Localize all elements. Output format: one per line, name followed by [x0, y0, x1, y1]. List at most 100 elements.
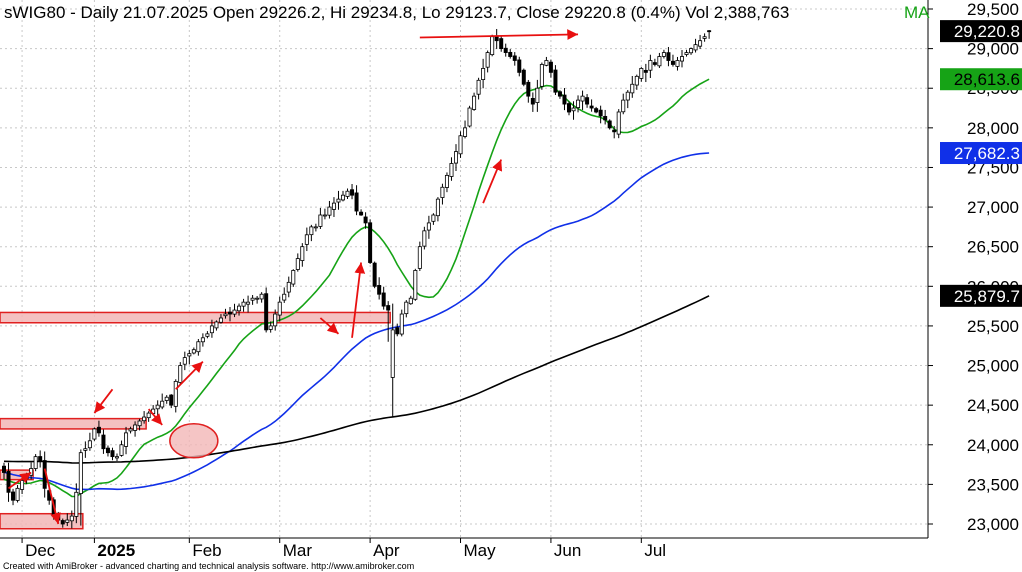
candle — [327, 200, 332, 219]
candle — [612, 125, 617, 139]
candle — [490, 34, 495, 57]
candle-body — [295, 258, 300, 270]
candle — [336, 190, 341, 210]
candle-body — [250, 297, 255, 301]
candle-body — [567, 103, 572, 113]
candle — [250, 295, 255, 305]
candle-body — [508, 51, 513, 57]
candle-body — [589, 105, 594, 109]
candle — [345, 188, 350, 200]
candle — [119, 440, 124, 457]
candle-body — [291, 270, 296, 285]
annotation-arrow — [482, 159, 503, 204]
candle — [395, 323, 400, 337]
gridlines — [0, 0, 928, 538]
candle — [187, 349, 192, 365]
candle-body — [408, 297, 413, 305]
candle — [499, 35, 504, 52]
candle-body — [155, 404, 160, 410]
candle-body — [241, 301, 246, 307]
candle-body — [304, 234, 309, 245]
candle-body — [634, 75, 639, 86]
candle — [282, 287, 287, 303]
candle — [625, 90, 630, 109]
zone-rect — [0, 512, 84, 530]
candle-body — [60, 520, 65, 525]
candle-body — [273, 313, 278, 327]
candle-body — [345, 190, 350, 197]
candle — [340, 190, 345, 202]
candle — [268, 321, 273, 333]
candle-body — [612, 129, 617, 133]
candle-body — [340, 194, 345, 201]
candle-body — [142, 416, 147, 422]
candle-body — [521, 69, 526, 85]
candle-body — [359, 211, 364, 216]
candle-body — [490, 36, 495, 56]
candle — [630, 75, 635, 98]
candle — [698, 34, 703, 50]
candle-body — [426, 222, 431, 231]
candle — [535, 79, 540, 112]
candle — [702, 33, 707, 42]
ma-line — [3, 295, 710, 464]
candle-body — [553, 69, 558, 93]
candle — [214, 320, 219, 331]
candle — [363, 212, 368, 229]
x-tick-label: Jul — [644, 541, 666, 560]
candle-body — [115, 456, 120, 459]
candle — [38, 450, 43, 468]
candle — [304, 227, 309, 252]
candle-body — [476, 79, 481, 95]
candle-body — [680, 56, 685, 62]
y-tick-label: 27,000 — [967, 198, 1019, 217]
candle — [648, 54, 653, 78]
candle — [318, 207, 323, 229]
candle-body — [38, 456, 43, 462]
candle — [594, 106, 599, 114]
candle-body — [544, 60, 549, 66]
candle-body — [255, 297, 260, 300]
candle — [128, 426, 133, 434]
x-tick-label: Mar — [283, 541, 313, 560]
candle-body — [105, 447, 110, 454]
candle — [359, 209, 364, 216]
candle-body — [87, 440, 92, 449]
x-tick-label: Feb — [192, 541, 221, 560]
candle-body — [639, 68, 644, 79]
candle-body — [689, 48, 694, 54]
candle-body — [607, 120, 612, 129]
candle-body — [652, 62, 657, 65]
candle — [467, 105, 472, 128]
candle-body — [218, 317, 223, 323]
zone-rect — [0, 311, 391, 324]
candle-body — [661, 52, 666, 57]
candle-body — [603, 115, 608, 121]
candle — [322, 208, 327, 220]
candle-body — [539, 64, 544, 87]
y-tick-label: 25,000 — [967, 357, 1019, 376]
candle-body — [92, 428, 97, 440]
x-tick-label: Jun — [554, 541, 581, 560]
candle — [571, 101, 576, 120]
candle — [300, 243, 305, 267]
candle — [603, 109, 608, 125]
last-value-label: 27,682.3 — [954, 144, 1020, 163]
annotation-arrow — [43, 468, 61, 525]
candle-body — [449, 163, 454, 177]
candle — [309, 224, 314, 242]
candle-body — [698, 40, 703, 47]
candle — [372, 261, 377, 289]
candle-body — [485, 52, 490, 68]
candle — [101, 429, 106, 454]
candle — [173, 379, 178, 413]
candle — [548, 59, 553, 78]
candle-body — [187, 353, 192, 357]
candle — [576, 95, 581, 113]
candle — [133, 421, 138, 437]
candle — [413, 268, 418, 301]
candle — [354, 185, 359, 216]
candle-body — [630, 83, 635, 94]
candle — [435, 197, 440, 222]
